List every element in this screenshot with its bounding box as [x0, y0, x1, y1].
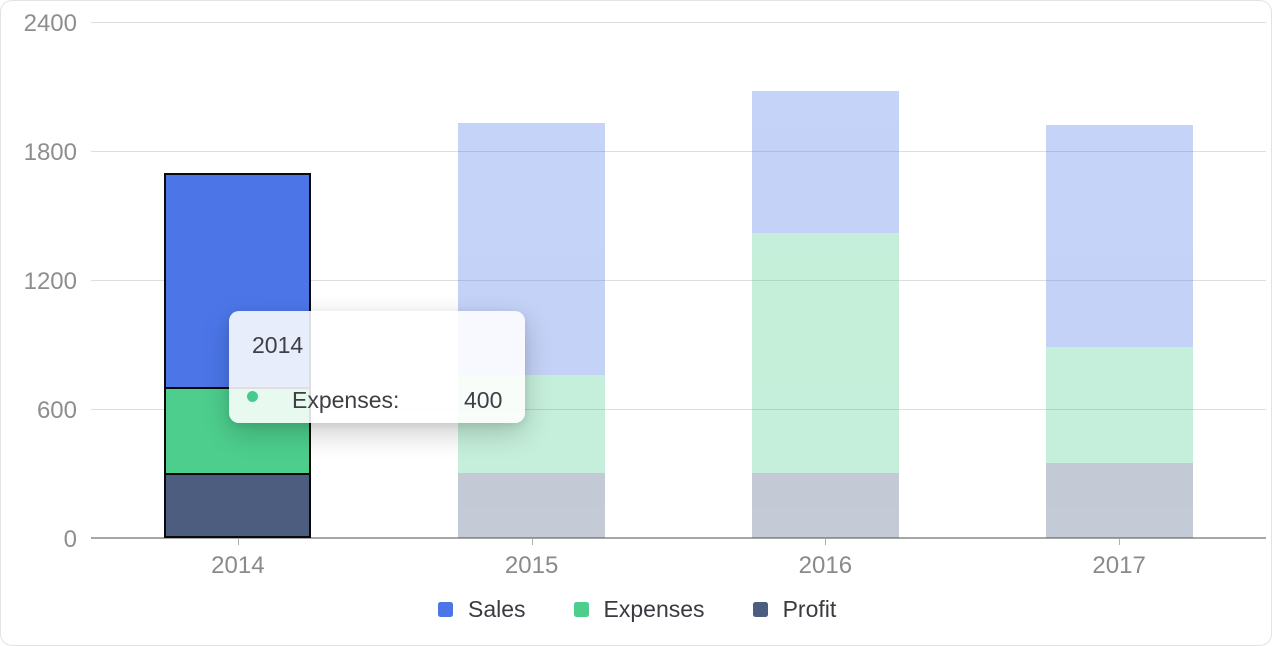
bar-segment-2016-sales[interactable]	[751, 90, 899, 233]
legend-swatch-icon-profit	[752, 601, 768, 617]
bar-segment-2015-profit[interactable]	[458, 473, 606, 538]
bar-segment-2016-expenses[interactable]	[751, 232, 899, 474]
legend-label-expenses: Expenses	[603, 596, 705, 622]
x-axis-tick-2014	[237, 539, 239, 545]
grid-line-2400	[91, 22, 1266, 23]
bar-segment-2016-profit[interactable]	[751, 473, 899, 538]
bar-2017[interactable]	[1045, 125, 1193, 538]
bar-segment-2014-profit[interactable]	[164, 473, 312, 538]
tooltip: 2014 Expenses: 400	[229, 311, 525, 423]
tooltip-title: 2014	[252, 332, 304, 358]
x-axis-tick-2017	[1119, 539, 1121, 545]
y-axis-label-600: 600	[36, 397, 77, 424]
y-axis-label-0: 0	[63, 526, 77, 553]
x-axis-label-2016: 2016	[798, 552, 853, 579]
y-axis-label-1200: 1200	[23, 268, 77, 295]
x-axis-label-2017: 2017	[1092, 552, 1146, 579]
tooltip-series-value: 400	[464, 387, 503, 413]
y-axis-label-2400: 2400	[23, 10, 77, 37]
grid-line-1200	[91, 280, 1266, 281]
x-axis-label-2015: 2015	[504, 552, 559, 579]
grid-line-1800	[91, 151, 1266, 152]
tooltip-series-marker-icon	[247, 391, 258, 402]
legend-swatch-icon-sales	[438, 601, 453, 617]
legend-item-expenses[interactable]: Expenses	[573, 596, 705, 622]
x-axis-label-2014: 2014	[211, 552, 265, 579]
bar-segment-2017-sales[interactable]	[1045, 125, 1193, 347]
grid-line-600	[91, 409, 1266, 410]
legend-label-profit: Profit	[782, 596, 837, 622]
x-axis-tick-2016	[825, 539, 827, 545]
x-axis-tick-2015	[531, 539, 533, 545]
y-axis-label-1800: 1800	[23, 139, 77, 166]
legend-swatch-icon-expenses	[573, 601, 589, 617]
legend-item-sales[interactable]: Sales	[438, 597, 526, 621]
bar-2016[interactable]	[751, 90, 899, 538]
legend: Sales Expenses Profit	[438, 597, 836, 621]
bar-segment-2017-expenses[interactable]	[1045, 346, 1193, 463]
legend-item-profit[interactable]: Profit	[752, 596, 837, 622]
legend-label-sales: Sales	[468, 596, 526, 622]
x-axis-line	[91, 537, 1266, 539]
tooltip-series-label: Expenses:	[292, 387, 400, 413]
bar-segment-2017-profit[interactable]	[1045, 462, 1193, 538]
